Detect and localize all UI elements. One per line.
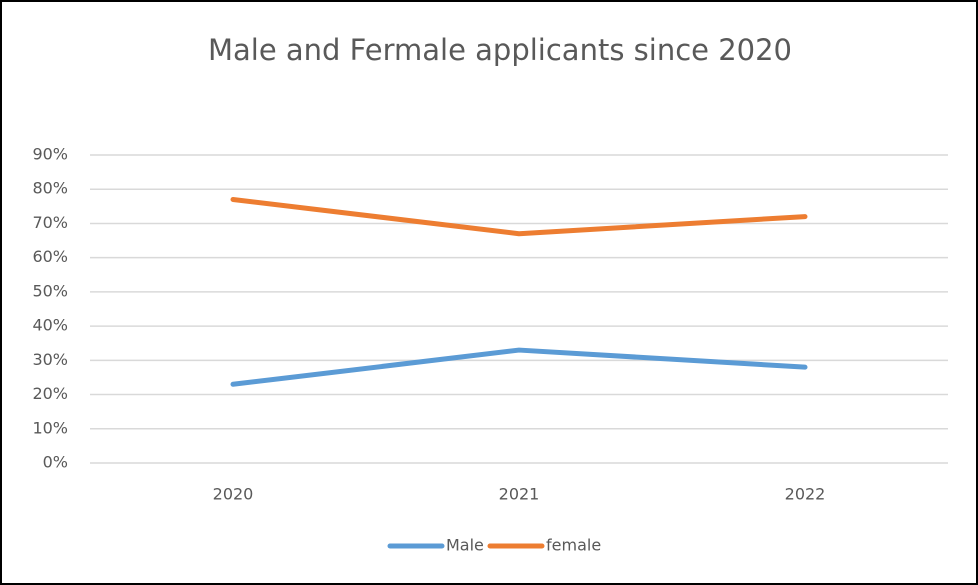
y-tick-label: 70% (32, 213, 68, 232)
legend-label: female (546, 536, 601, 555)
x-tick-label: 2022 (785, 485, 826, 504)
y-tick-label: 0% (43, 453, 68, 472)
series-line (230, 347, 808, 387)
y-tick-label: 40% (32, 316, 68, 335)
chart-title: Male and Fermale applicants since 2020 (208, 33, 792, 67)
y-tick-label: 30% (32, 350, 68, 369)
y-tick-label: 60% (32, 247, 68, 266)
series-line (230, 196, 808, 237)
x-tick-label: 2021 (499, 485, 540, 504)
x-tick-label: 2020 (213, 485, 254, 504)
y-tick-label: 10% (32, 418, 68, 437)
y-tick-label: 20% (32, 384, 68, 403)
y-tick-label: 80% (32, 179, 68, 198)
y-tick-label: 50% (32, 281, 68, 300)
legend-label: Male (446, 536, 484, 555)
y-tick-label: 90% (32, 145, 68, 164)
